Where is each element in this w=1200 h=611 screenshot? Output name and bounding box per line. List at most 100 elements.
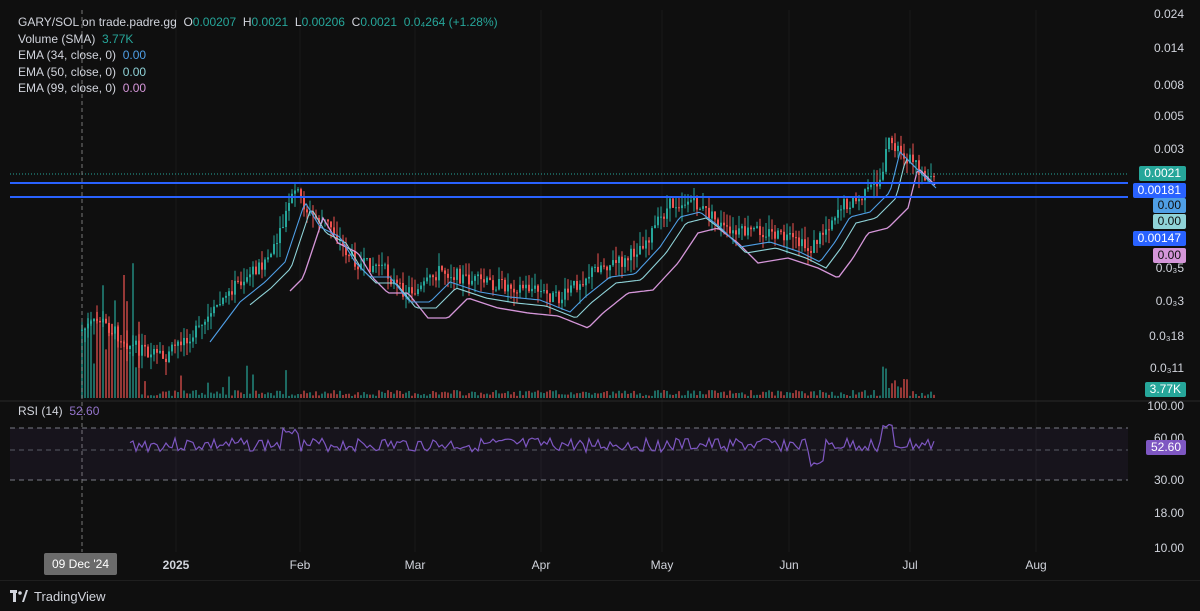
volume-bar [921,392,923,398]
volume-bar [831,391,833,398]
candle-body [564,288,566,300]
volume-bar [171,395,173,398]
candle-body [93,318,95,322]
candle-body [525,284,527,289]
volume-bar [429,394,431,398]
volume-bar [228,376,230,398]
candle-body [498,278,500,290]
candle-body [210,313,212,317]
ema34-legend[interactable]: EMA (34, close, 0) 0.00 [18,47,498,64]
candle-body [765,236,767,238]
candle-body [201,324,203,326]
candle-body [252,266,254,275]
price-axis-label: 0.0₃5 [1155,261,1184,275]
volume-bar [780,391,782,398]
candle-body [729,226,731,234]
volume-bar [210,392,212,398]
candle-body [807,248,809,251]
volume-bar [807,395,809,398]
volume-bar [540,392,542,398]
volume-bar [345,393,347,398]
price-axis-label: 0.003 [1153,142,1184,156]
symbol-title[interactable]: GARY/SOL on trade.padre.gg [18,15,177,29]
candle-body [306,209,308,213]
candle-body [399,282,401,284]
volume-bar [645,394,647,398]
price-axis-label: 0.008 [1153,78,1184,92]
volume-bar [636,394,638,398]
candle-body [84,328,86,330]
volume-bar [321,393,323,398]
volume-bar [765,392,767,398]
volume-bar [390,391,392,398]
candle-body [465,274,467,276]
candle-body [813,240,815,253]
candle-body [843,198,845,210]
ema50-value: 0.00 [122,64,147,79]
volume-bar [588,392,590,398]
candle-body [660,216,662,218]
candle-body [153,349,155,355]
candle-body [720,222,722,227]
candle-body [363,258,365,264]
candle-body [930,176,932,178]
volume-bar [642,395,644,398]
candlesticks [81,133,935,376]
volume-bar [444,391,446,398]
volume-bar [720,392,722,398]
candle-body [387,264,389,279]
volume-bar [579,393,581,398]
candle-body [711,211,713,219]
ema99-legend[interactable]: EMA (99, close, 0) 0.00 [18,80,498,97]
candle-body [906,158,908,164]
volume-bar [519,390,521,398]
rsi-axis-label: 18.00 [1153,506,1184,520]
volume-bar [375,395,377,398]
volume-bar [846,395,848,398]
candle-body [162,350,164,359]
volume-bar [882,366,884,398]
volume-bar [570,392,572,398]
volume-bar [576,393,578,398]
volume-bar [147,395,149,398]
candle-body [111,332,113,334]
volume-bar [897,386,899,398]
candle-body [747,227,749,236]
volume-bar [453,390,455,398]
candle-body [642,245,644,249]
volume-bar [801,391,803,398]
volume-bar [93,363,95,398]
rsi-legend[interactable]: RSI (14) 52.60 [18,404,99,418]
ema50-legend[interactable]: EMA (50, close, 0) 0.00 [18,64,498,81]
tradingview-logo[interactable]: TradingView [10,589,106,604]
time-axis-label: Apr [531,558,551,572]
price-axis-label: 0.0₃11 [1149,361,1184,375]
candle-body [639,245,641,255]
candle-body [369,258,371,272]
candle-body [228,291,230,296]
candle-body [429,275,431,278]
volume-bar [654,390,656,398]
ema34-label: EMA (34, close, 0) [18,48,117,62]
candle-body [156,349,158,353]
candle-body [696,196,698,210]
candle-body [231,291,233,295]
candle-body [732,230,734,234]
candle-body [489,277,491,281]
volume-bar [711,390,713,398]
candle-body [540,291,542,293]
candle-body [816,240,818,244]
candle-body [681,205,683,209]
volume-bar [381,391,383,398]
ema50-price-tag: 0.00 [1152,214,1186,229]
candle-body [798,237,800,247]
volume-bar [672,394,674,398]
volume-bar [879,395,881,398]
volume-bar [663,390,665,398]
rsi-label: RSI (14) [18,404,63,418]
candle-body [135,340,137,345]
candle-body [534,285,536,289]
candle-body [864,189,866,201]
volume-legend[interactable]: Volume (SMA) 3.77K [18,31,498,48]
